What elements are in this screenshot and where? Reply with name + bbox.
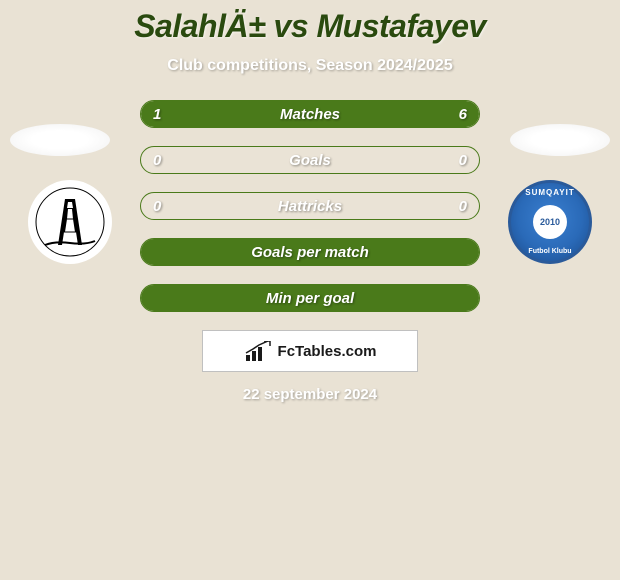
player-photo-right	[510, 124, 610, 156]
player-photo-left	[10, 124, 110, 156]
badge-text-bottom: Futbol Klubu	[528, 248, 571, 255]
stat-label: Hattricks	[141, 193, 479, 219]
badge-text-top: SUMQAYIT	[525, 188, 575, 197]
branding-text: FcTables.com	[278, 343, 377, 360]
club-badge-left	[28, 180, 112, 264]
oil-derrick-icon	[35, 187, 105, 257]
stat-row: Min per goal	[140, 284, 480, 312]
stat-label: Matches	[141, 101, 479, 127]
stat-row: 00Goals	[140, 146, 480, 174]
stat-label: Min per goal	[141, 285, 479, 311]
comparison-bars: 16Matches 00Goals 00Hattricks Goals per mat…	[140, 100, 480, 312]
header: SalahlÄ± vs Mustafayev Club competitions…	[0, 0, 620, 75]
stat-row: 16Matches	[140, 100, 480, 128]
page-subtitle: Club competitions, Season 2024/2025	[0, 57, 620, 75]
stat-row: 00Hattricks	[140, 192, 480, 220]
comparison-content: SUMQAYIT 2010 Futbol Klubu 16Matches 00Go…	[0, 100, 620, 403]
stat-label: Goals	[141, 147, 479, 173]
date-text: 22 september 2024	[0, 386, 620, 403]
fctables-icon	[244, 341, 272, 361]
page-title: SalahlÄ± vs Mustafayev	[0, 8, 620, 45]
branding-box: FcTables.com	[202, 330, 418, 372]
stat-row: Goals per match	[140, 238, 480, 266]
badge-year: 2010	[533, 205, 567, 239]
stat-label: Goals per match	[141, 239, 479, 265]
club-badge-right: SUMQAYIT 2010 Futbol Klubu	[508, 180, 592, 264]
